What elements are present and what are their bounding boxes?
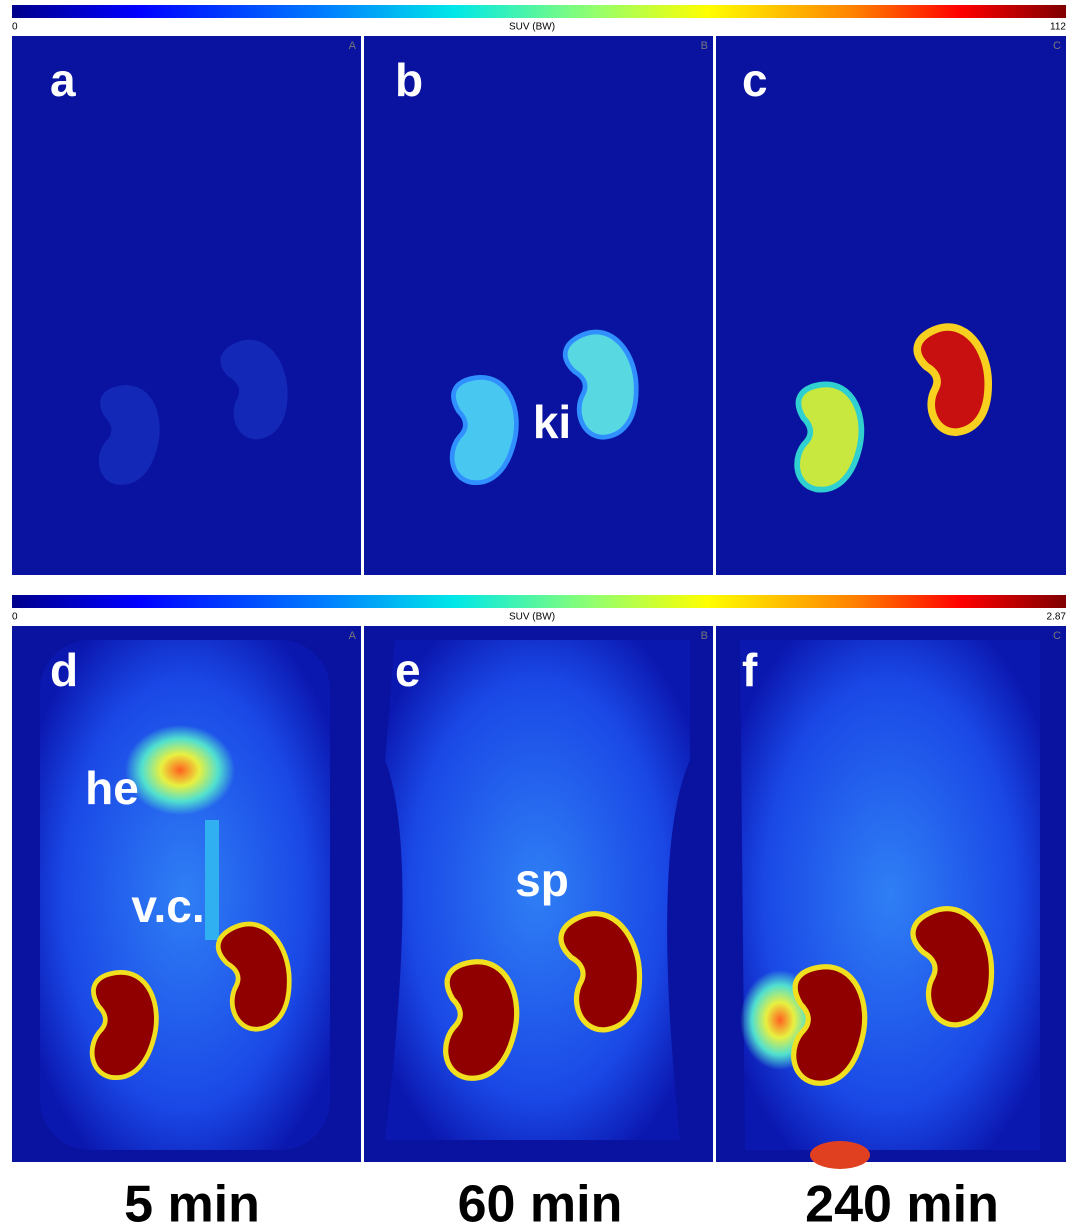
panel-letter: c [742, 54, 768, 106]
panel: c C [716, 36, 1066, 575]
heart [125, 725, 235, 815]
annotation: he [85, 762, 139, 814]
annotation: ki [533, 396, 571, 448]
panel: f C [716, 626, 1066, 1169]
annotation: sp [515, 854, 569, 906]
panel-letter: d [50, 644, 78, 696]
body [740, 640, 1040, 1150]
panel-corner: A [349, 630, 357, 642]
time-label: 5 min [124, 1176, 260, 1232]
bladder [810, 1141, 870, 1169]
panel-letter: f [742, 644, 758, 696]
panel: ki b B [364, 36, 713, 575]
panel-corner: A [349, 40, 357, 52]
vena-cava [205, 820, 219, 940]
colorbar-max: 2.87 [1047, 612, 1067, 623]
annotation: v.c. [131, 880, 204, 932]
panel-letter: a [50, 54, 76, 106]
panel-corner: C [1053, 630, 1061, 642]
colorbar-min: 0 [12, 612, 18, 623]
kidney [797, 384, 861, 489]
panel-bg [364, 36, 713, 575]
colorbar [12, 5, 1066, 18]
panel-bg [12, 36, 361, 575]
time-label: 60 min [458, 1176, 623, 1232]
colorbar-min: 0 [12, 22, 18, 33]
figure: 0 SUV (BW) 112 a A ki b B c C 0 SUV (BW)… [0, 0, 1070, 1232]
colorbar [12, 595, 1066, 608]
colorbar-max: 112 [1050, 22, 1066, 33]
time-label: 240 min [805, 1176, 999, 1232]
panel-corner: B [701, 40, 708, 52]
panel-corner: B [701, 630, 708, 642]
colorbar-label: SUV (BW) [509, 22, 555, 33]
panel: sp e B [364, 626, 713, 1162]
panel-letter: e [395, 644, 421, 696]
panel: a A [12, 36, 361, 575]
panel-corner: C [1053, 40, 1061, 52]
colorbar-label: SUV (BW) [509, 612, 555, 623]
panel-letter: b [395, 54, 423, 106]
panel-bg [716, 36, 1066, 575]
panel: he v.c. d A [12, 626, 361, 1162]
